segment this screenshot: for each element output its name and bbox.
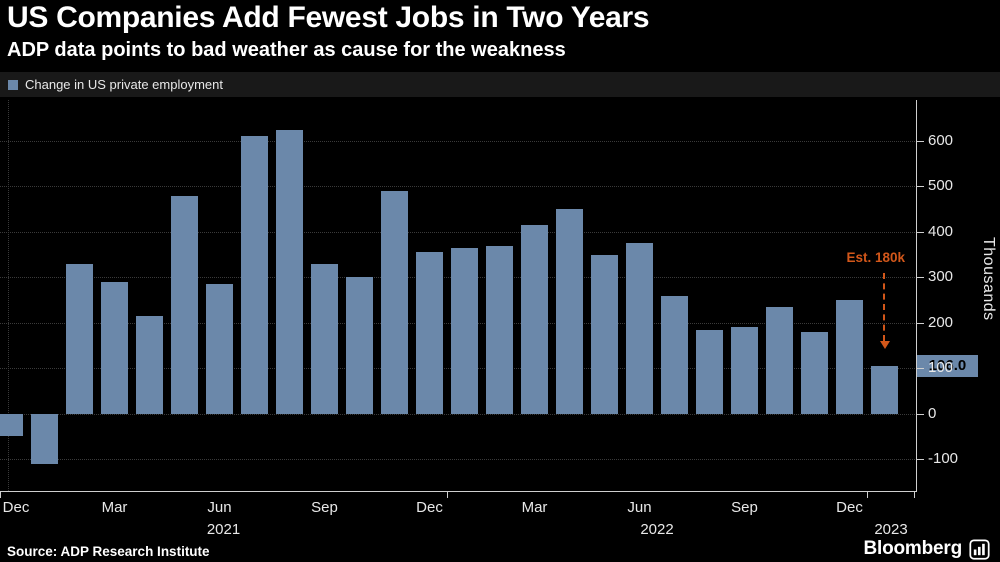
x-axis-month-label: Jun: [627, 499, 652, 516]
bar-mar-2022: [521, 225, 548, 414]
bloomberg-wordmark: Bloomberg: [863, 538, 963, 559]
bar-jul-2021: [241, 136, 268, 414]
source-label: Source: ADP Research Institute: [7, 544, 210, 559]
y-axis-tick: [917, 277, 924, 279]
plot-area: [0, 100, 915, 491]
last-value-badge: 106.0: [917, 354, 978, 377]
x-axis-month-label: Sep: [731, 499, 758, 516]
x-axis-year-label: 2022: [640, 521, 674, 538]
x-axis-tick: [0, 492, 1, 498]
bloomberg-logo-icon: [969, 538, 990, 560]
chart-plot-region: Thousands Est. 180k 106.0 600 500 400 300 20…: [0, 100, 1000, 545]
gridline: [0, 186, 915, 188]
y-axis-label: 500: [928, 177, 954, 195]
gridline: [0, 231, 915, 233]
x-axis-year-label: 2023: [874, 521, 908, 538]
bar-dec-2021: [416, 252, 443, 414]
legend-label: Change in US private employment: [25, 77, 223, 92]
x-axis-month-label: Jun: [207, 499, 232, 516]
y-axis-tick: [917, 186, 924, 188]
x-axis-month-label: Mar: [521, 499, 548, 516]
bar-may-2021: [171, 195, 198, 414]
y-axis-label: 400: [928, 222, 954, 240]
bar-jan-2021: [31, 413, 58, 464]
bar-oct-2022: [766, 306, 793, 414]
y-axis-label: 0: [928, 404, 937, 422]
bar-oct-2021: [346, 277, 373, 414]
vertical-gridline: [8, 100, 9, 491]
y-axis-label: -100: [928, 450, 959, 468]
x-axis-tick: [914, 492, 915, 498]
estimate-arrow-line: [883, 273, 885, 341]
bar-apr-2021: [136, 316, 163, 414]
page-subtitle: ADP data points to bad weather as cause …: [7, 39, 566, 61]
x-axis-month-label: Dec: [416, 499, 443, 516]
bar-feb-2022: [486, 245, 513, 414]
page-title: US Companies Add Fewest Jobs in Two Year…: [7, 1, 650, 34]
bar-sep-2022: [731, 327, 758, 414]
gridline: [0, 413, 915, 415]
x-axis-year-label: 2021: [206, 521, 241, 538]
bar-aug-2022: [696, 329, 723, 414]
y-axis-tick: [917, 413, 924, 415]
y-axis-title: Thousands: [980, 237, 997, 321]
bar-mar-2021: [101, 281, 128, 414]
y-axis-tick: [917, 459, 924, 461]
legend-swatch-icon: [8, 79, 18, 90]
bar-jul-2022: [661, 295, 688, 414]
bar-jan-2022: [451, 247, 478, 414]
bar-apr-2022: [556, 209, 583, 414]
bar-nov-2022: [801, 331, 828, 414]
y-axis-tick: [917, 368, 924, 370]
x-axis-month-label: Dec: [836, 499, 863, 516]
y-axis-tick: [917, 140, 924, 142]
bar-sep-2021: [311, 263, 338, 414]
bar-dec-2020: [0, 413, 23, 437]
x-axis-month-label: Sep: [311, 499, 338, 516]
bar-may-2022: [591, 254, 618, 414]
bar-aug-2021: [276, 129, 303, 414]
y-axis-label: 300: [928, 268, 954, 286]
x-axis-tick: [867, 492, 868, 498]
legend: Change in US private employment: [0, 72, 1000, 97]
estimate-arrowhead-icon: [880, 341, 890, 349]
bar-nov-2021: [381, 190, 408, 414]
y-axis-label: 200: [928, 313, 954, 331]
bar-jun-2021: [206, 284, 233, 414]
x-axis-month-label: Mar: [101, 499, 128, 516]
bar-jun-2022: [626, 243, 653, 414]
estimate-annotation: Est. 180k: [846, 250, 905, 265]
bar-feb-2021: [66, 263, 93, 414]
gridline: [0, 140, 915, 142]
bloomberg-brand: Bloomberg: [864, 538, 990, 560]
bar-jan-2023: [871, 365, 898, 414]
y-axis-line: [916, 100, 917, 492]
x-axis-month-label: Dec: [2, 499, 30, 516]
y-axis-tick: [917, 322, 924, 324]
y-axis-label: 100: [928, 359, 954, 377]
bar-dec-2022: [836, 300, 863, 414]
y-axis-label: 600: [928, 131, 954, 149]
gridline: [0, 459, 915, 461]
y-axis-tick: [917, 231, 924, 233]
x-axis-line: [0, 491, 917, 492]
x-axis-tick: [447, 492, 448, 498]
